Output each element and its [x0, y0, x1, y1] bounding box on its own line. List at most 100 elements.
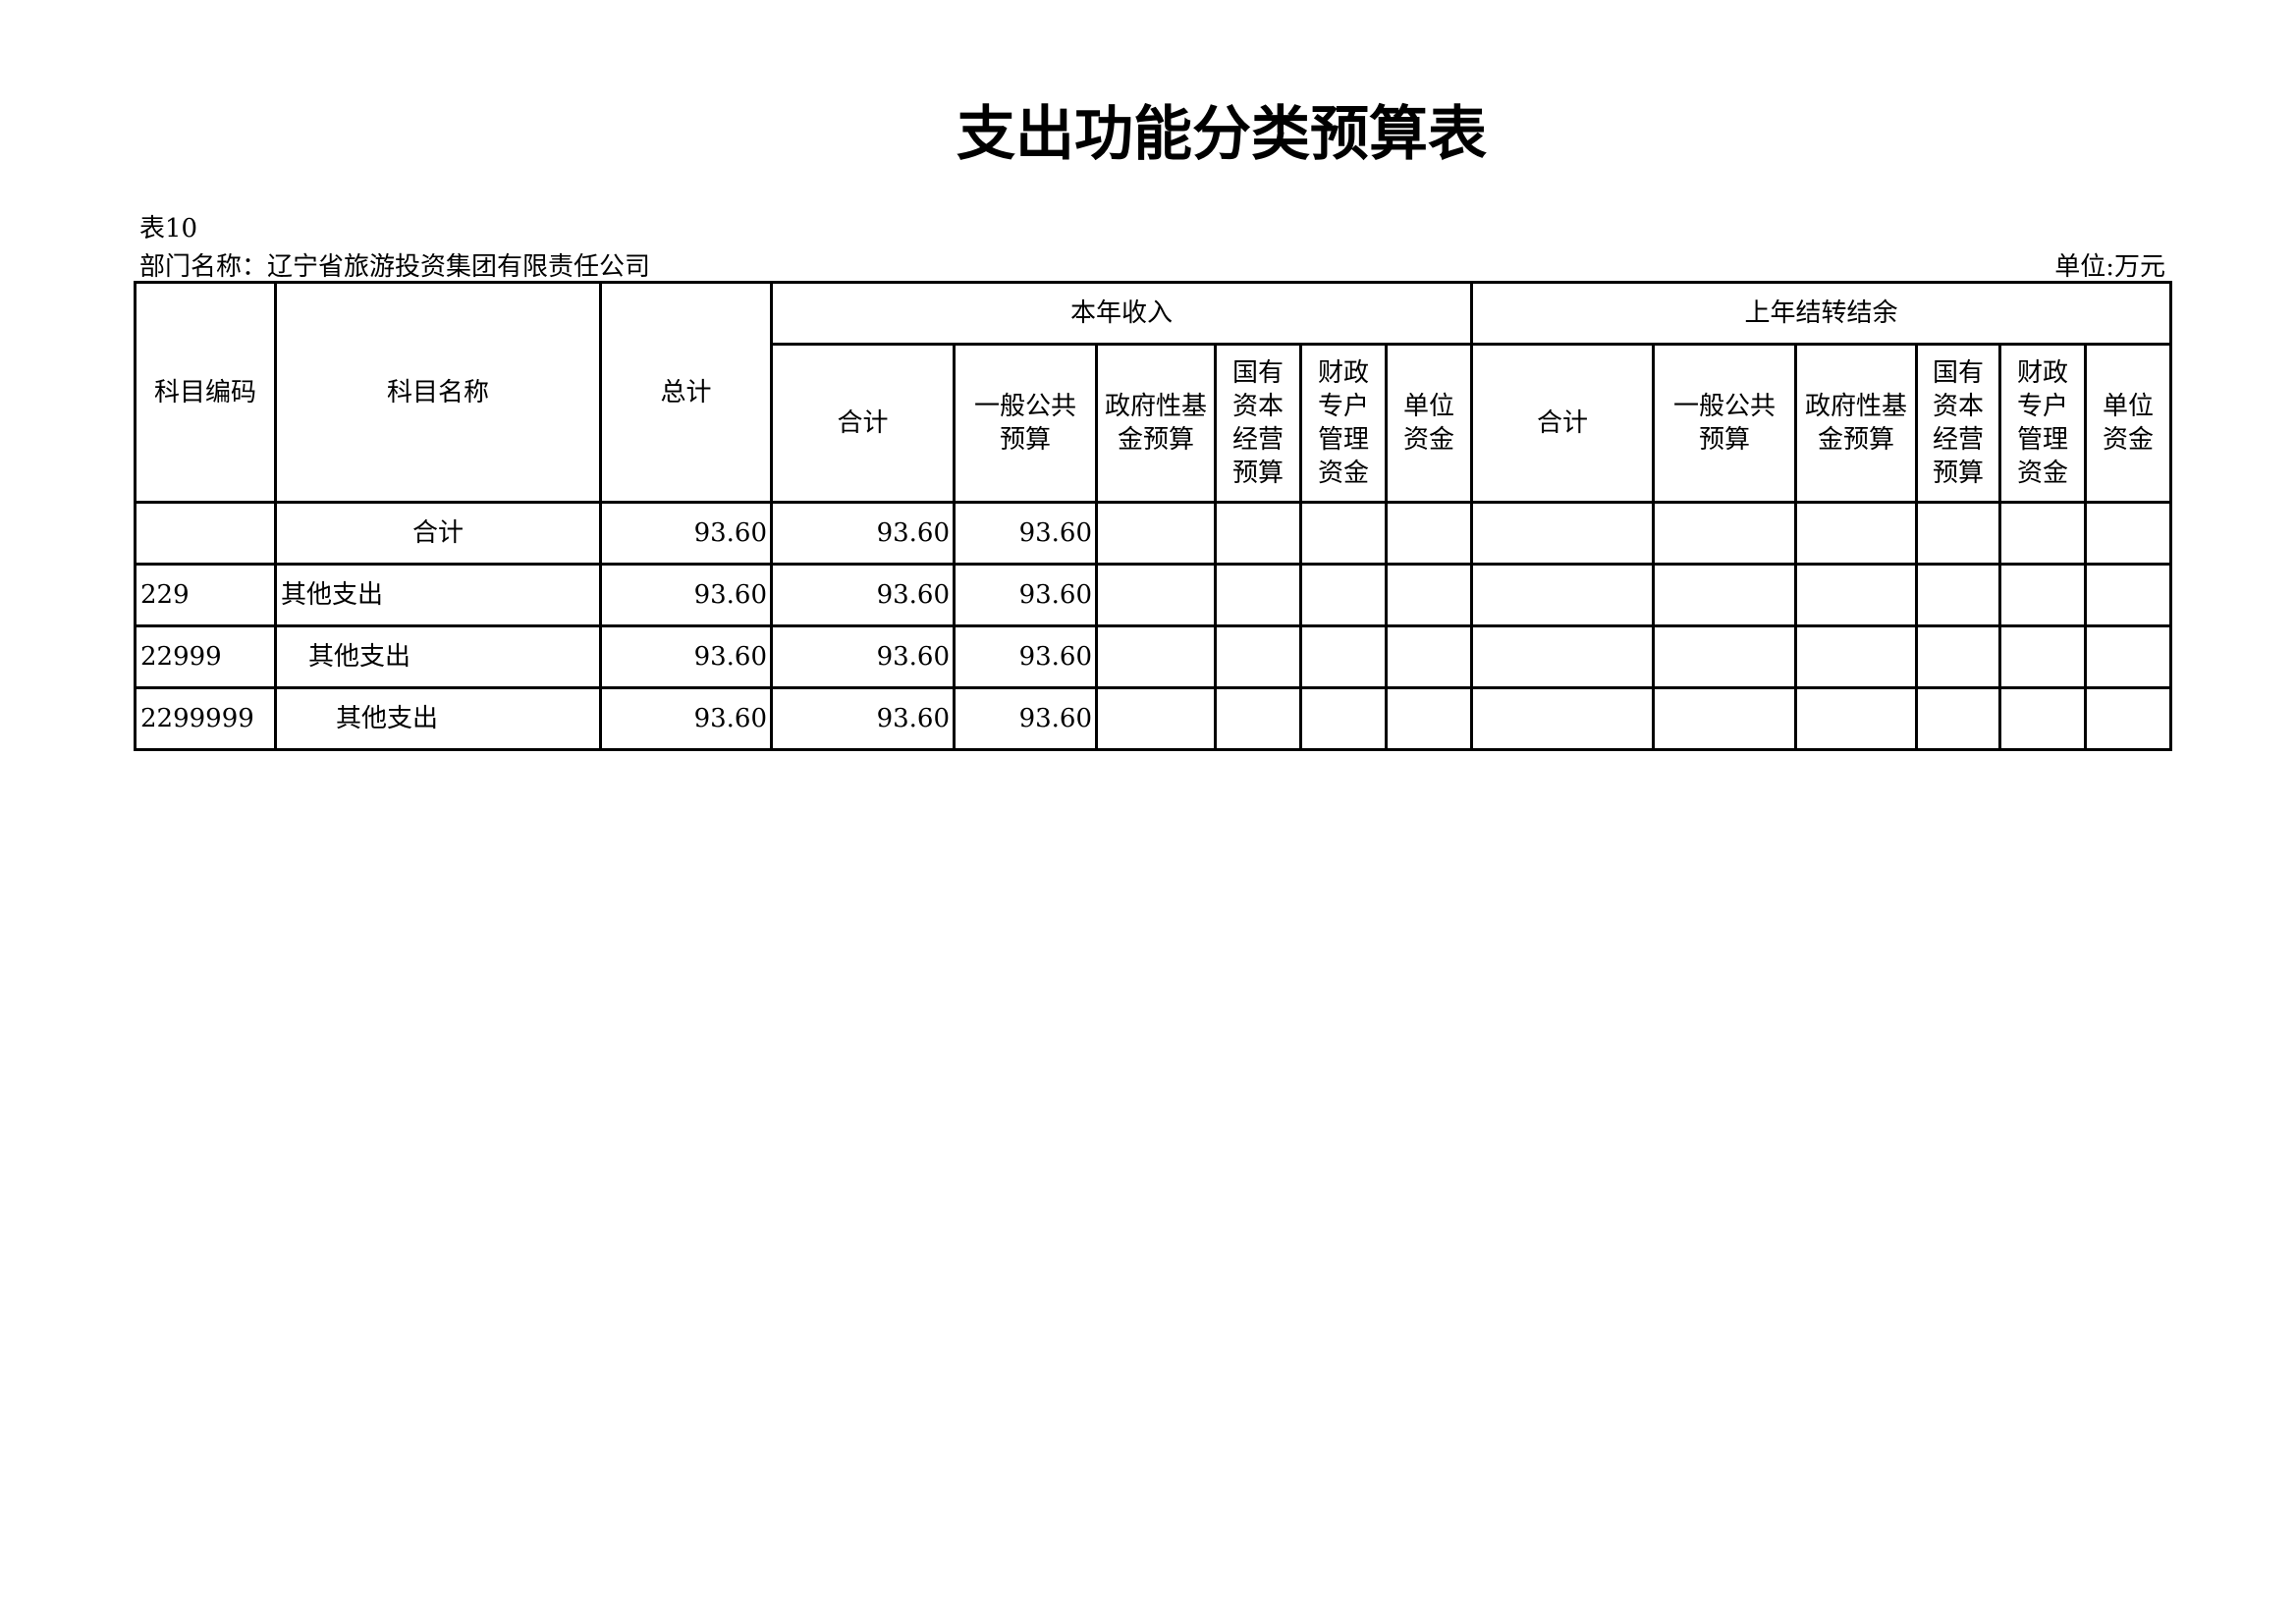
subheader-line: 资本 — [1932, 392, 1984, 421]
cell-code: 22999 — [134, 624, 277, 689]
cell-empty — [1652, 501, 1797, 566]
cell-current-total: 93.60 — [770, 686, 956, 751]
cell-empty — [1652, 563, 1797, 627]
subheader-line: 合计 — [837, 408, 889, 438]
cell-empty — [1385, 686, 1473, 751]
cell-empty — [1095, 501, 1217, 566]
cell-empty — [1385, 501, 1473, 566]
cell-empty — [1095, 624, 1217, 689]
subheader-line: 专户 — [2016, 392, 2068, 421]
subheader-line: 预算 — [1932, 459, 1984, 488]
cell-total: 93.60 — [599, 501, 773, 566]
header-current-year: 本年收入 — [770, 281, 1473, 346]
cell-empty — [1794, 501, 1918, 566]
cell-total: 93.60 — [599, 686, 773, 751]
cell-empty — [1998, 563, 2087, 627]
cell-empty — [1470, 624, 1655, 689]
subheader-line: 管理 — [2016, 425, 2068, 455]
subheader-line: 政府性基 — [1804, 392, 1907, 421]
cell-empty — [1214, 686, 1302, 751]
subheader-line: 经营 — [1231, 425, 1284, 455]
department-name: 部门名称：辽宁省旅游投资集团有限责任公司 — [139, 252, 651, 282]
cell-current-general: 93.60 — [953, 501, 1098, 566]
cell-empty — [1470, 686, 1655, 751]
cell-empty — [1794, 686, 1918, 751]
cell-empty — [1998, 501, 2087, 566]
carryover-subheader: 国有 资本 经营 预算 — [1915, 343, 2001, 504]
subheader-line: 政府性基 — [1104, 392, 1207, 421]
cell-empty — [1794, 563, 1918, 627]
cell-code: 229 — [134, 563, 277, 627]
cell-empty — [1915, 686, 2001, 751]
current-subheader: 一般公共 预算 — [953, 343, 1098, 504]
subheader-line: 资金 — [1402, 425, 1454, 455]
cell-current-general: 93.60 — [953, 624, 1098, 689]
header-name: 科目名称 — [274, 281, 602, 504]
carryover-subheader: 一般公共 预算 — [1652, 343, 1797, 504]
subheader-line: 财政 — [2016, 358, 2068, 388]
table-row: 22999 其他支出 93.60 93.60 93.60 — [134, 624, 2172, 689]
table-row: 229 其他支出 93.60 93.60 93.60 — [134, 563, 2172, 627]
cell-name: 其他支出 — [274, 624, 602, 689]
cell-total: 93.60 — [599, 624, 773, 689]
current-subheader: 国有 资本 经营 预算 — [1214, 343, 1302, 504]
subheader-line: 资本 — [1231, 392, 1284, 421]
current-subheader: 单位 资金 — [1385, 343, 1473, 504]
subheader-line: 管理 — [1317, 425, 1369, 455]
cell-name: 其他支出 — [274, 686, 602, 751]
subheader-line: 资金 — [2016, 459, 2068, 488]
subheader-line: 预算 — [1698, 425, 1750, 455]
subheader-line: 金预算 — [1817, 425, 1894, 455]
table-row: 2299999 其他支出 93.60 93.60 93.60 — [134, 686, 2172, 751]
subheader-line: 单位 — [1402, 392, 1454, 421]
cell-empty — [1385, 624, 1473, 689]
subheader-line: 资金 — [1317, 459, 1369, 488]
subheader-line: 一般公共 — [1672, 392, 1776, 421]
cell-empty — [1299, 501, 1388, 566]
subheader-line: 专户 — [1317, 392, 1369, 421]
cell-name: 其他支出 — [274, 563, 602, 627]
table-number: 表10 — [139, 214, 198, 243]
cell-current-general: 93.60 — [953, 563, 1098, 627]
cell-empty — [1385, 563, 1473, 627]
cell-name: 合计 — [274, 501, 602, 566]
cell-empty — [2084, 501, 2172, 566]
cell-current-total: 93.60 — [770, 624, 956, 689]
cell-current-total: 93.60 — [770, 563, 956, 627]
subheader-line: 国有 — [1932, 358, 1984, 388]
subheader-line: 合计 — [1536, 408, 1588, 438]
subheader-line: 经营 — [1932, 425, 1984, 455]
cell-code — [134, 501, 277, 566]
cell-empty — [1214, 501, 1302, 566]
cell-current-total: 93.60 — [770, 501, 956, 566]
budget-table: 科目编码 科目名称 总计 本年收入 上年结转结余 合计 一般公共 预算 政府性基 金预算… — [134, 281, 2172, 751]
cell-empty — [2084, 563, 2172, 627]
cell-empty — [2084, 686, 2172, 751]
carryover-subheader: 合计 — [1470, 343, 1655, 504]
current-subheader: 合计 — [770, 343, 956, 504]
header-carryover: 上年结转结余 — [1470, 281, 2172, 346]
cell-current-general: 93.60 — [953, 686, 1098, 751]
subheader-line: 国有 — [1231, 358, 1284, 388]
cell-empty — [1470, 563, 1655, 627]
cell-empty — [1652, 624, 1797, 689]
cell-empty — [1915, 624, 2001, 689]
current-subheader: 财政 专户 管理 资金 — [1299, 343, 1388, 504]
carryover-subheader: 财政 专户 管理 资金 — [1998, 343, 2087, 504]
cell-empty — [1794, 624, 1918, 689]
cell-empty — [1998, 686, 2087, 751]
current-subheader: 政府性基 金预算 — [1095, 343, 1217, 504]
subheader-line: 资金 — [2102, 425, 2154, 455]
cell-empty — [1214, 563, 1302, 627]
subheader-line: 预算 — [1231, 459, 1284, 488]
cell-empty — [2084, 624, 2172, 689]
carryover-subheader: 政府性基 金预算 — [1794, 343, 1918, 504]
table-row: 合计 93.60 93.60 93.60 — [134, 501, 2172, 566]
cell-empty — [1299, 563, 1388, 627]
subheader-line: 财政 — [1317, 358, 1369, 388]
cell-total: 93.60 — [599, 563, 773, 627]
subheader-line: 预算 — [999, 425, 1051, 455]
header-total: 总计 — [599, 281, 773, 504]
page-title: 支出功能分类预算表 — [957, 100, 1487, 169]
cell-empty — [1915, 563, 2001, 627]
